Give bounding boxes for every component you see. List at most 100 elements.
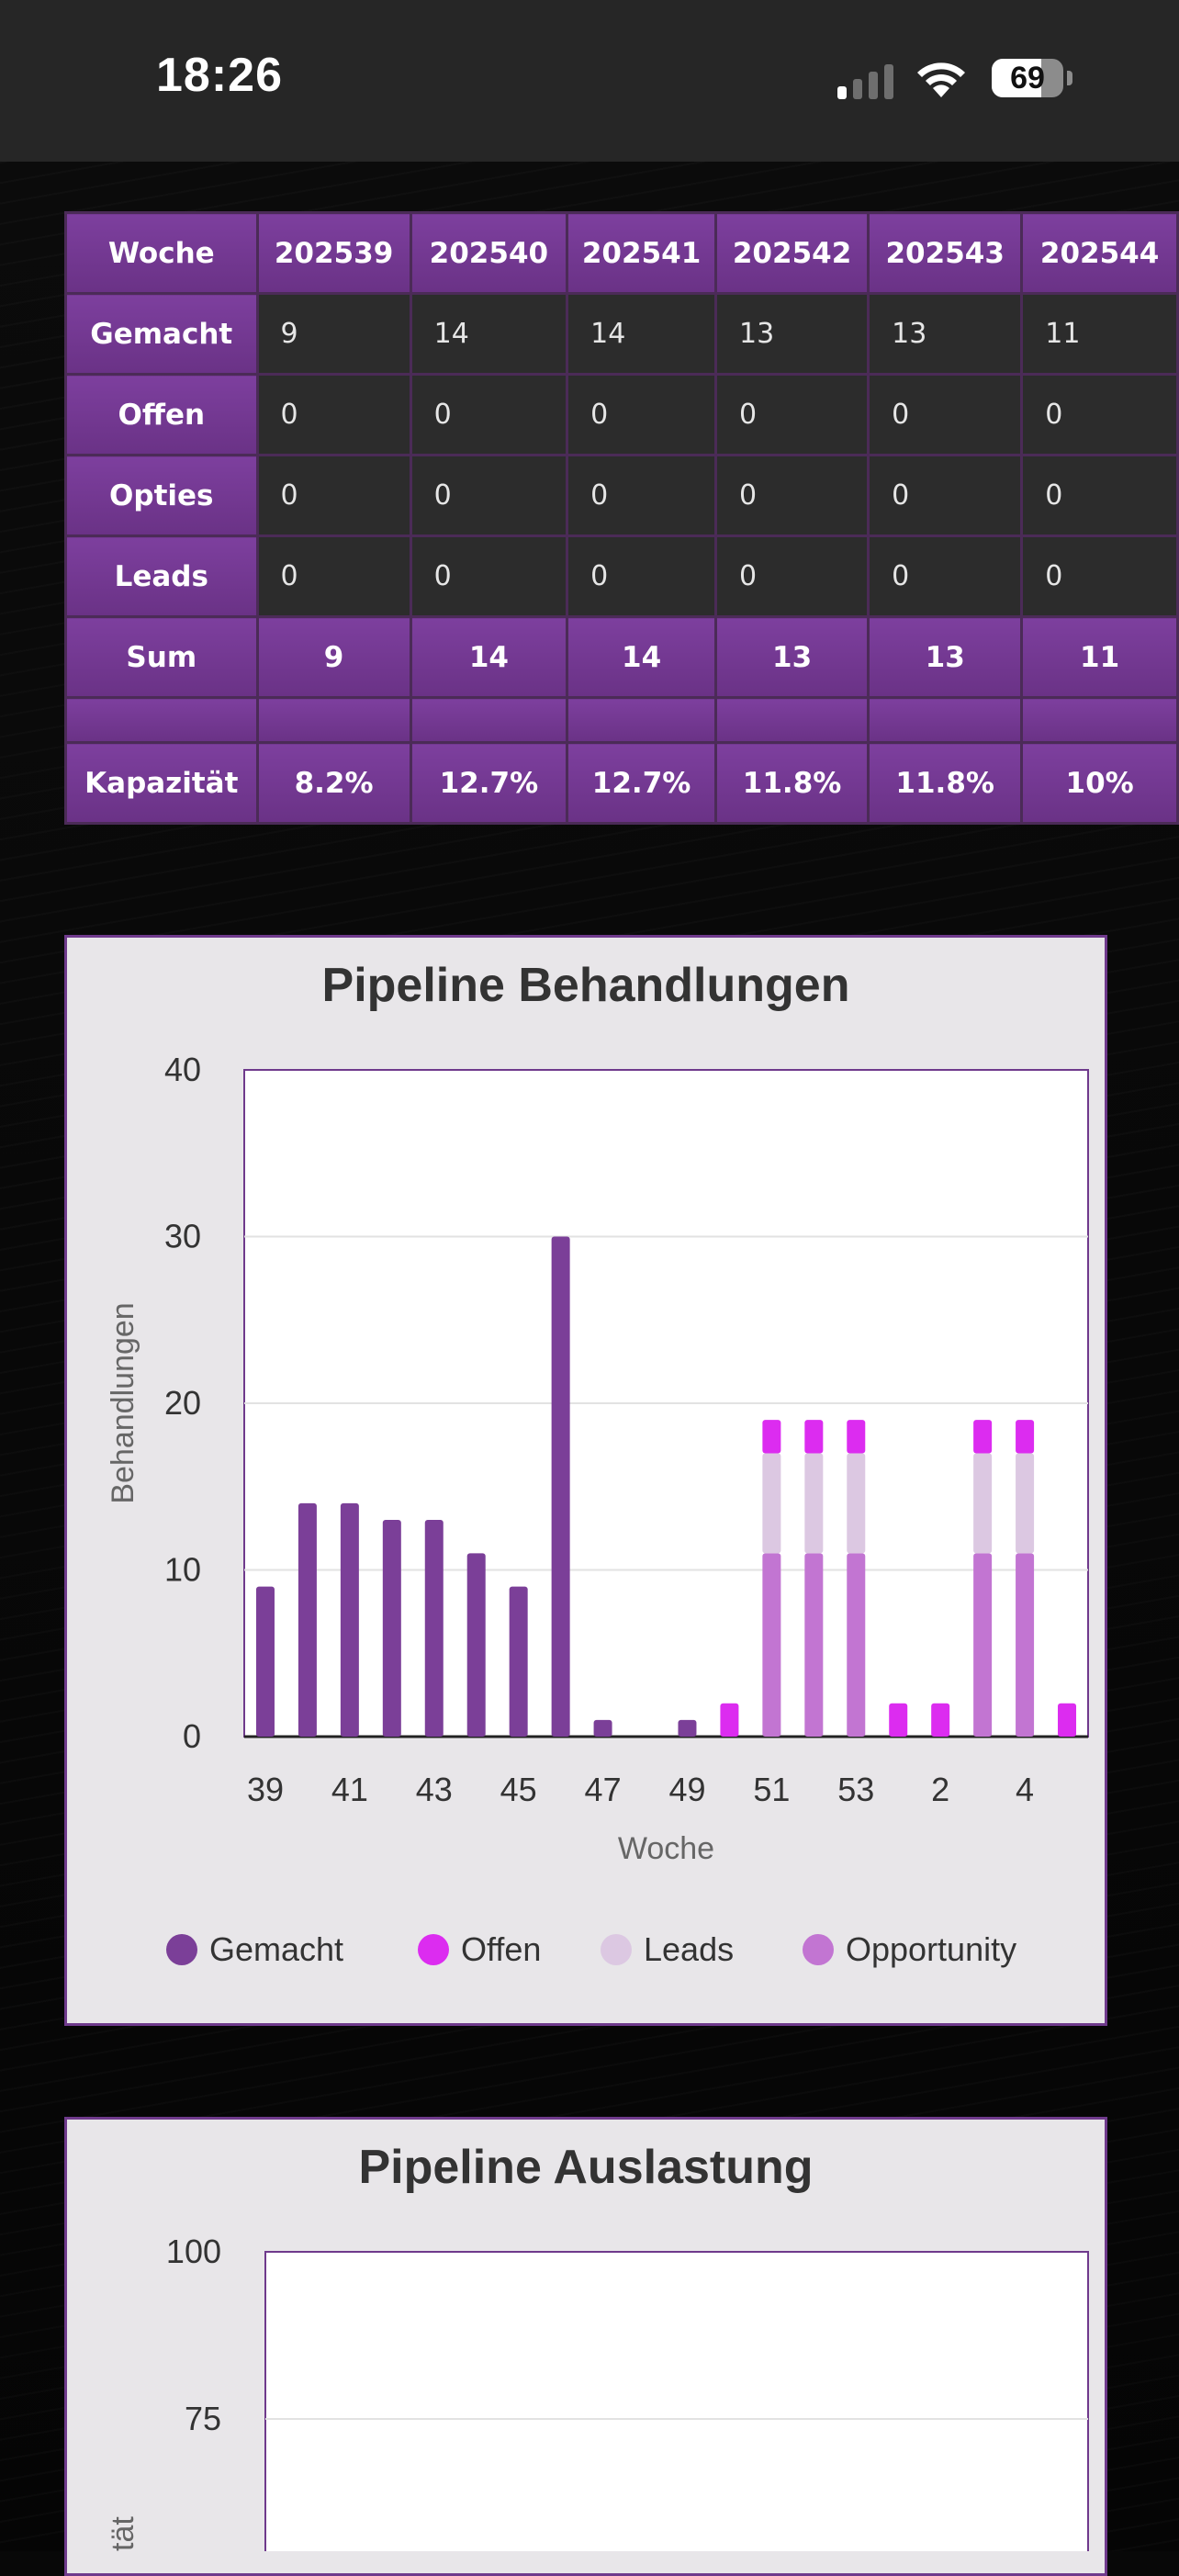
table-cell: 11: [1020, 292, 1179, 376]
week-header-cell: 202543: [867, 211, 1024, 295]
legend-label: Opportunity: [846, 1930, 1016, 1968]
legend-label: Offen: [461, 1930, 541, 1968]
sum-cell: 11: [1020, 615, 1179, 699]
x-tick-label: 4: [1016, 1771, 1034, 1808]
bar-segment-offen: [847, 1420, 866, 1454]
x-tick-label: 53: [837, 1771, 874, 1808]
table-cell: 0: [566, 534, 717, 618]
week-header-row: Woche 202539 202540 202541 202542 202543…: [64, 211, 1179, 295]
bar-segment-leads: [973, 1453, 993, 1554]
bar-segment-opportunity: [973, 1553, 993, 1737]
table-row-opties: Opties 0 0 0 0 0 0: [64, 454, 1179, 537]
table-cell: 13: [713, 292, 870, 376]
bar-segment-gemacht: [509, 1586, 528, 1737]
capacity-label: Kapazität: [64, 741, 259, 825]
legend-swatch-gemacht: [166, 1934, 197, 1965]
x-tick-label: 51: [753, 1771, 790, 1808]
x-axis-title: Woche: [618, 1831, 714, 1866]
sum-row: Sum 9 14 14 13 13 11: [64, 615, 1179, 699]
bar-segment-leads: [847, 1453, 866, 1554]
week-header-cell: 202544: [1020, 211, 1179, 295]
table-cell: 0: [1020, 534, 1179, 618]
bar-segment-gemacht: [382, 1520, 401, 1737]
table-cell: 0: [1020, 454, 1179, 537]
chart-title: Pipeline Behandlungen: [321, 959, 850, 1012]
row-label: Leads: [64, 534, 259, 618]
table-row-gemacht: Gemacht 9 14 14 13 13 11: [64, 292, 1179, 376]
table-cell: 9: [255, 292, 412, 376]
legend-label: Leads: [644, 1930, 734, 1968]
spacer-cell: [255, 696, 412, 744]
capacity-cell: 8.2%: [255, 741, 412, 825]
wifi-icon: [917, 62, 965, 97]
x-tick-label: 43: [416, 1771, 453, 1808]
pipeline-table: Woche 202539 202540 202541 202542 202543…: [64, 211, 1179, 825]
table-row-offen: Offen 0 0 0 0 0 0: [64, 373, 1179, 456]
x-tick-label: 49: [668, 1771, 705, 1808]
battery-level: 69: [1010, 61, 1045, 96]
y-axis-title: Behandlungen: [106, 1302, 140, 1503]
capacity-cell: 11.8%: [867, 741, 1024, 825]
table-cell: 0: [409, 454, 569, 537]
x-tick-label: 45: [500, 1771, 537, 1808]
y-tick-label: 0: [183, 1717, 201, 1755]
y-tick-label: 40: [164, 1051, 201, 1088]
pipeline-auslastung-panel: Pipeline Auslastung 75 100 tät: [64, 2117, 1107, 2576]
row-label: Gemacht: [64, 292, 259, 376]
bar-segment-leads: [1016, 1453, 1035, 1554]
table-cell: 0: [255, 373, 412, 456]
spacer-cell: [409, 696, 569, 744]
spacer-row: [64, 696, 1179, 744]
y-tick-label: 100: [166, 2233, 221, 2270]
week-header-cell: 202540: [409, 211, 569, 295]
spacer-cell: [1020, 696, 1179, 744]
table-cell: 0: [409, 373, 569, 456]
bar-segment-offen: [1058, 1703, 1077, 1737]
week-header-cell: 202539: [255, 211, 412, 295]
spacer-cell: [64, 696, 259, 744]
spacer-cell: [713, 696, 870, 744]
x-tick-label: 47: [585, 1771, 622, 1808]
table-row-leads: Leads 0 0 0 0 0 0: [64, 534, 1179, 618]
y-tick-label: 75: [185, 2400, 221, 2437]
auslastung-chart: 75 100 tät: [106, 2233, 1089, 2551]
bar-segment-offen: [931, 1703, 950, 1737]
x-tick-label: 2: [931, 1771, 949, 1808]
capacity-cell: 11.8%: [713, 741, 870, 825]
table-cell: 0: [566, 373, 717, 456]
spacer-cell: [867, 696, 1024, 744]
bar-segment-opportunity: [1016, 1553, 1035, 1737]
pipeline-behandlungen-panel: Pipeline Behandlungen 0 10 20 30 40 39 41 43 45 4…: [64, 935, 1107, 2026]
bar-segment-leads: [762, 1453, 781, 1554]
table-cell: 14: [566, 292, 717, 376]
week-header-cell: 202542: [713, 211, 870, 295]
capacity-cell: 10%: [1020, 741, 1179, 825]
table-cell: 13: [867, 292, 1024, 376]
bar-segment-offen: [720, 1703, 739, 1737]
battery-icon: 69: [992, 59, 1063, 97]
capacity-cell: 12.7%: [566, 741, 717, 825]
table-cell: 0: [867, 534, 1024, 618]
row-label: Opties: [64, 454, 259, 537]
sum-cell: 9: [255, 615, 412, 699]
bar-segment-gemacht: [466, 1553, 486, 1737]
battery-tip: [1067, 71, 1072, 85]
behandlungen-chart: 0 10 20 30 40 39 41 43 45 47 49 51 53 2 4 Woche Behandlu…: [106, 1051, 1089, 1968]
bar-segment-offen: [973, 1420, 993, 1454]
bar-segment-gemacht: [340, 1502, 359, 1737]
table-cell: 14: [409, 292, 569, 376]
bar-segment-gemacht: [551, 1236, 570, 1737]
table-cell: 0: [255, 454, 412, 537]
table-cell: 0: [713, 454, 870, 537]
clock: 18:26: [156, 49, 283, 102]
sum-cell: 13: [867, 615, 1024, 699]
bar-segment-opportunity: [847, 1553, 866, 1737]
sum-cell: 14: [409, 615, 569, 699]
cellular-signal-icon: [837, 64, 893, 99]
status-bar: 18:26 69: [0, 0, 1179, 162]
table-cell: 0: [867, 373, 1024, 456]
bar-segment-offen: [762, 1420, 781, 1454]
bar-segment-offen: [804, 1420, 824, 1454]
table-cell: 0: [255, 534, 412, 618]
table-cell: 0: [566, 454, 717, 537]
